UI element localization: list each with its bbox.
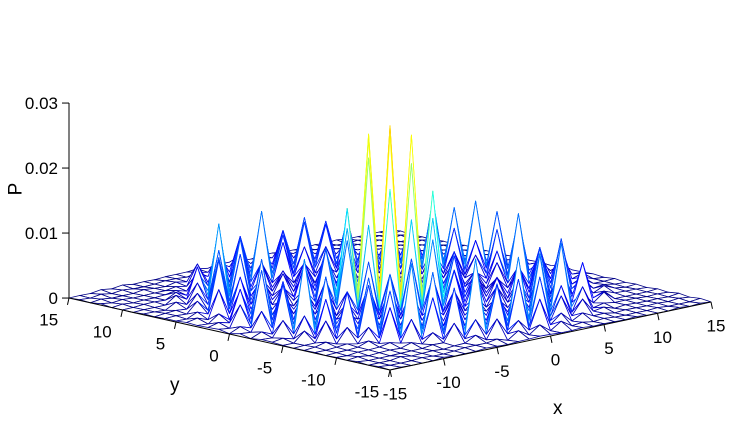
z-tick-label: 0.03 (25, 94, 58, 113)
z-tick-label: 0.02 (25, 159, 58, 178)
x-tick-label: 5 (604, 339, 613, 358)
y-tick-label: -5 (257, 359, 272, 378)
x-tick-label: -10 (436, 373, 461, 392)
axes (62, 102, 713, 378)
x-tick-label: 10 (653, 328, 672, 347)
y-tick-label: 5 (156, 335, 165, 354)
x-tick-label: 0 (551, 350, 560, 369)
x-tick-label: -5 (494, 362, 509, 381)
x-tick-label: 15 (707, 316, 726, 335)
surface-mesh (68, 125, 712, 371)
y-axis-label: y (170, 375, 180, 396)
x-tick-label: -15 (383, 385, 408, 404)
y-tick-label: 0 (209, 347, 218, 366)
z-tick-label: 0.01 (25, 224, 58, 243)
z-tick-label: 0 (49, 289, 58, 308)
x-axis-label: x (553, 398, 563, 419)
y-tick-label: 10 (93, 323, 112, 342)
z-axis-label: P (5, 182, 27, 196)
y-tick-label: -10 (301, 371, 326, 390)
y-tick-label: 15 (39, 311, 58, 330)
tick-labels: -15 -10 -5 0 5 10 15 -15 -10 -5 0 5 10 15 0 0.01 0.02 0.0… (25, 94, 726, 403)
y-tick-label: -15 (355, 383, 380, 402)
